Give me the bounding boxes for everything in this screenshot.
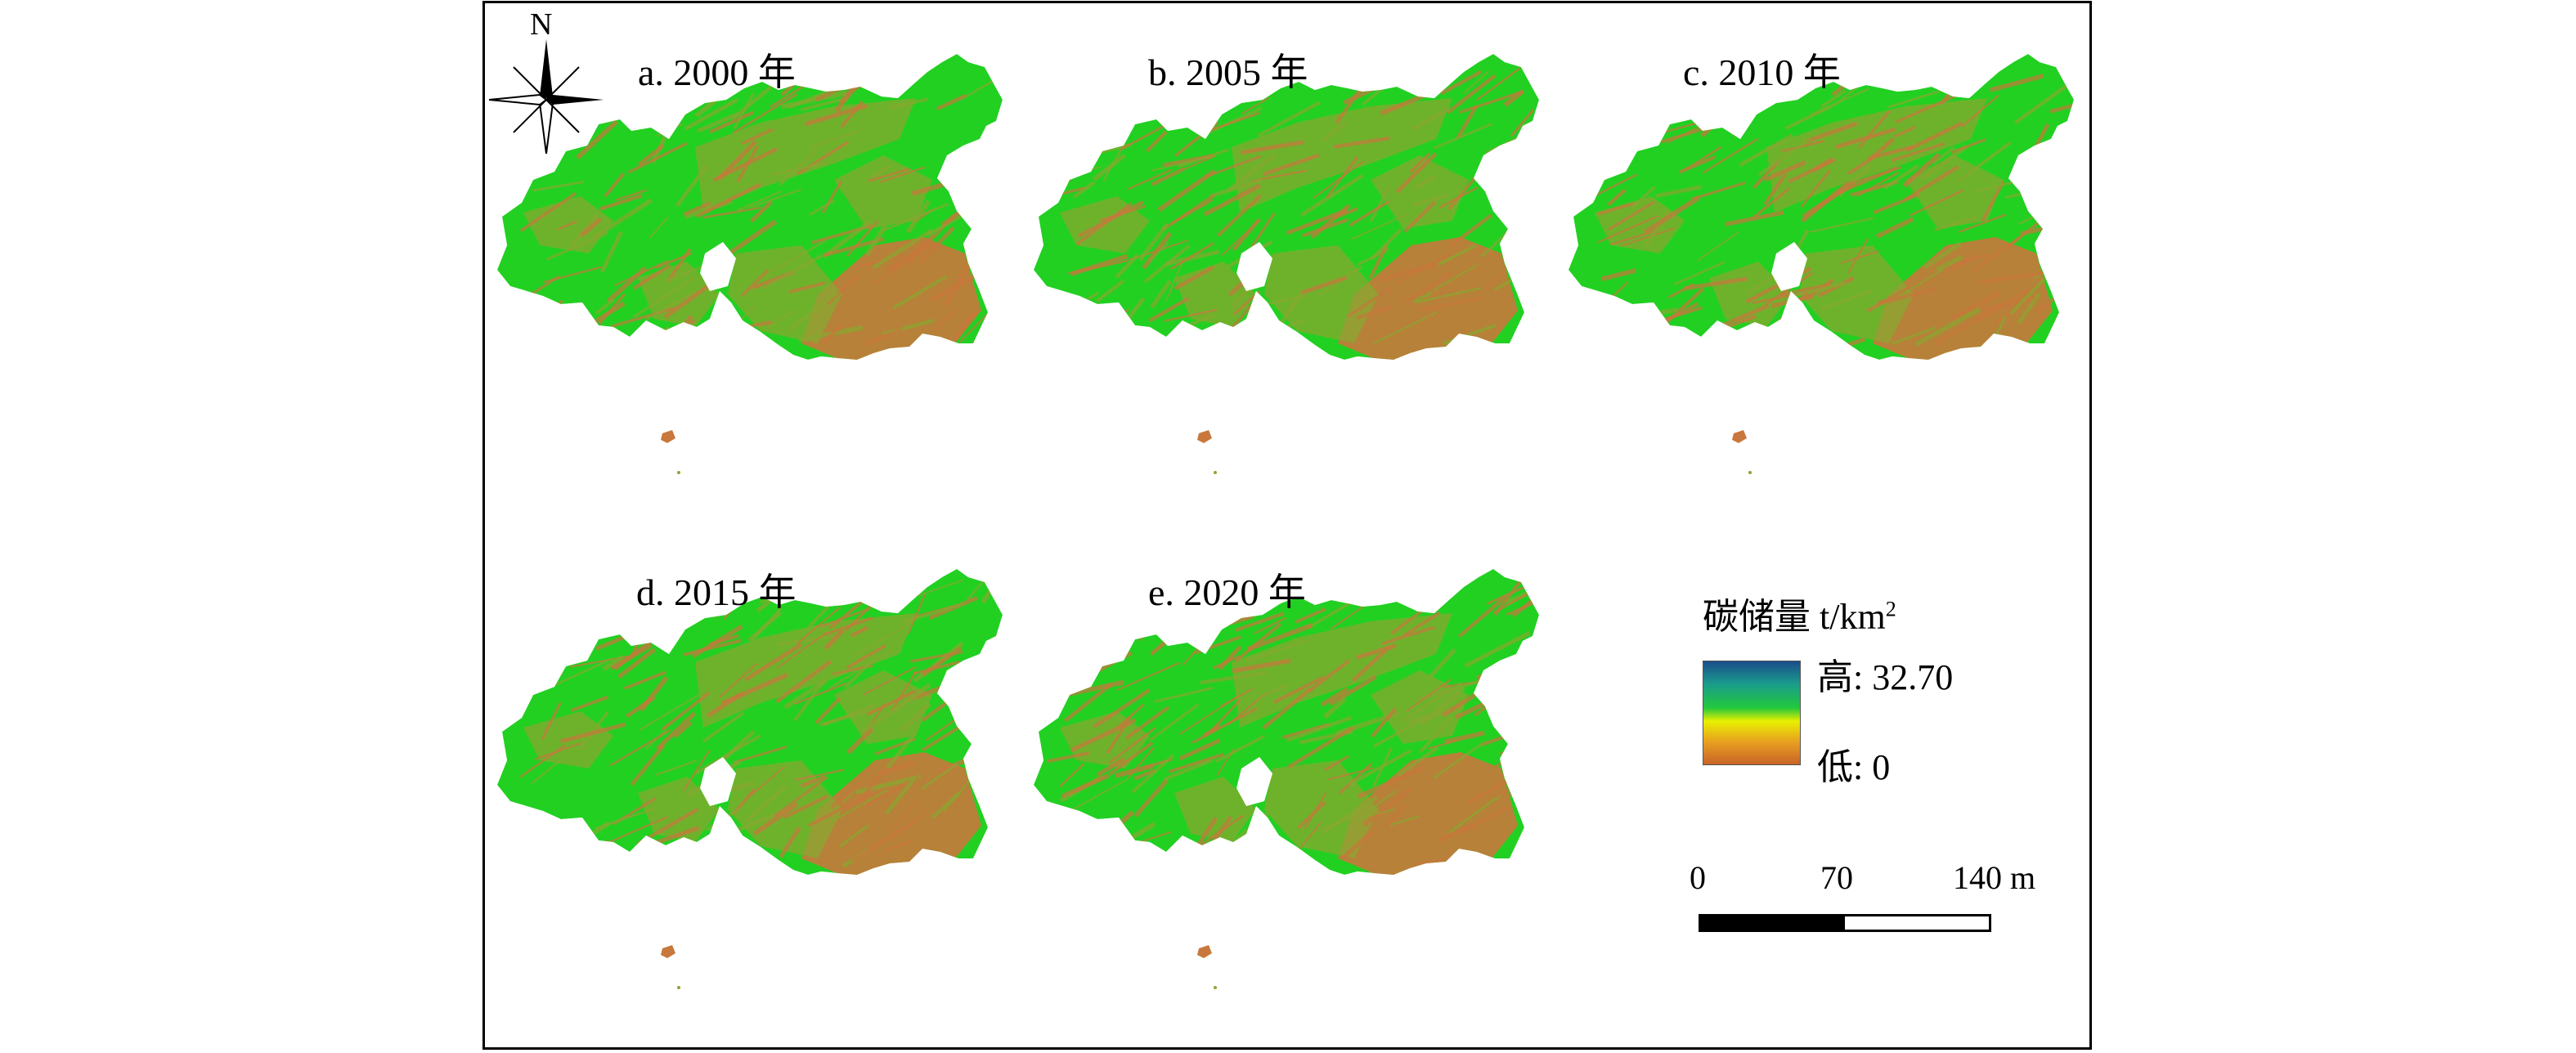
carbon-storage-raster bbox=[497, 569, 1003, 875]
lake-gap bbox=[1236, 242, 1272, 291]
scale-tick-70: 70 bbox=[1820, 859, 1853, 896]
panel-label-a: a. 2000 年 bbox=[638, 52, 796, 93]
lake-gap bbox=[700, 757, 736, 806]
lake-gap bbox=[1771, 242, 1807, 291]
legend-color-ramp bbox=[1703, 661, 1801, 765]
lake-gap bbox=[700, 242, 736, 291]
island bbox=[661, 945, 675, 958]
panel-label-d: d. 2015 年 bbox=[636, 571, 797, 613]
carbon-storage-raster bbox=[497, 54, 1003, 360]
low-carbon-patch bbox=[1799, 245, 1914, 343]
scale-bar-black-segment bbox=[1701, 916, 1845, 930]
region-map-a bbox=[497, 54, 1003, 474]
low-carbon-patch bbox=[1232, 613, 1452, 728]
low-carbon-patch bbox=[695, 613, 916, 728]
scale-tick-0: 0 bbox=[1690, 859, 1706, 896]
map-panel-c: c. 2010 年 bbox=[1562, 49, 2085, 531]
region-map-e bbox=[1034, 569, 1539, 989]
island bbox=[1732, 430, 1747, 443]
island bbox=[661, 430, 675, 443]
low-carbon-patch bbox=[695, 98, 916, 213]
islet bbox=[677, 986, 680, 989]
low-carbon-patch bbox=[638, 777, 720, 842]
carbon-storage-raster bbox=[1568, 54, 2074, 360]
map-panel-d: d. 2015 年 bbox=[491, 564, 1014, 1046]
low-carbon-patch bbox=[1873, 237, 2053, 360]
legend-title: 碳储量 t/km2 bbox=[1703, 597, 1896, 637]
low-carbon-patch bbox=[1371, 155, 1469, 229]
islet bbox=[1214, 471, 1217, 474]
north-label: N bbox=[530, 7, 553, 42]
scale-bar bbox=[1699, 914, 1991, 932]
scale-tick-140: 140 m bbox=[1953, 859, 2036, 896]
carbon-storage-raster bbox=[1034, 54, 1539, 360]
legend-low-label: 低: 0 bbox=[1817, 747, 1891, 787]
island bbox=[1197, 430, 1212, 443]
legend-high-label: 高: 32.70 bbox=[1817, 657, 1954, 697]
islet bbox=[677, 471, 680, 474]
islet bbox=[1748, 471, 1752, 474]
region-map-c bbox=[1568, 54, 2074, 474]
panel-label-b: b. 2005 年 bbox=[1148, 52, 1308, 93]
north-arrow-icon bbox=[489, 39, 604, 154]
low-carbon-patch bbox=[801, 752, 981, 875]
islet bbox=[1214, 986, 1217, 989]
map-panel-e: e. 2020 年 bbox=[1027, 564, 1551, 1046]
panel-label-c: c. 2010 年 bbox=[1683, 52, 1841, 93]
low-carbon-patch bbox=[638, 262, 720, 327]
scale-bar-white-segment bbox=[1845, 916, 1989, 930]
low-carbon-patch bbox=[728, 245, 842, 343]
low-carbon-patch bbox=[1338, 752, 1518, 875]
low-carbon-patch bbox=[1174, 777, 1256, 842]
region-map-b bbox=[1034, 54, 1539, 474]
island bbox=[1197, 945, 1212, 958]
low-carbon-patch bbox=[1232, 98, 1452, 213]
region-map-d bbox=[497, 569, 1003, 989]
map-panel-a: a. 2000 年 bbox=[491, 49, 1014, 531]
panel-label-e: e. 2020 年 bbox=[1148, 571, 1306, 613]
lake-gap bbox=[1236, 757, 1272, 806]
map-panel-b: b. 2005 年 bbox=[1027, 49, 1551, 531]
